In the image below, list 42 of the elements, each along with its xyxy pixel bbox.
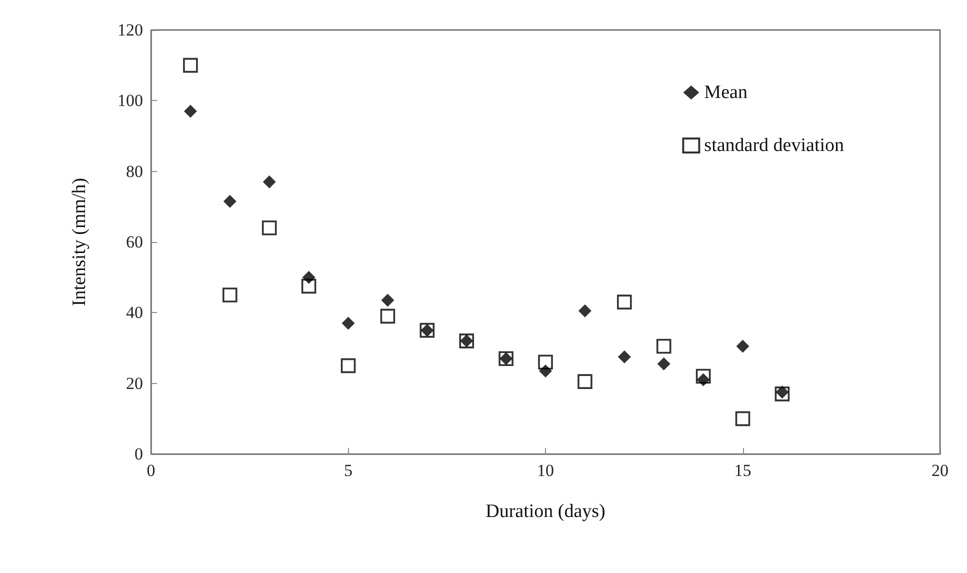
point bbox=[617, 294, 632, 310]
point bbox=[342, 316, 355, 330]
x-tick-label: 15 bbox=[734, 461, 752, 480]
point bbox=[618, 350, 631, 364]
x-tick-label: 5 bbox=[344, 461, 352, 480]
point bbox=[262, 175, 276, 188]
legend-label: Mean bbox=[704, 82, 748, 103]
x-axis-title: Duration (days) bbox=[486, 501, 606, 522]
point bbox=[774, 386, 790, 402]
point bbox=[301, 278, 316, 294]
x-tick-label: 0 bbox=[146, 461, 156, 480]
point bbox=[578, 304, 592, 318]
y-tick-label: 80 bbox=[126, 162, 143, 181]
point bbox=[736, 340, 750, 353]
point bbox=[380, 308, 396, 324]
point bbox=[696, 373, 710, 386]
point bbox=[539, 364, 552, 378]
point bbox=[340, 358, 356, 374]
x-tick-label: 10 bbox=[537, 461, 554, 480]
point bbox=[222, 288, 238, 302]
y-tick-label: 120 bbox=[118, 20, 143, 40]
point bbox=[302, 270, 316, 284]
point bbox=[696, 368, 711, 384]
y-tick-label: 20 bbox=[126, 374, 143, 393]
point bbox=[381, 294, 394, 307]
point bbox=[776, 386, 789, 399]
y-axis-title: Intensity (mm/h) bbox=[69, 178, 90, 306]
y-tick-label: 100 bbox=[118, 91, 143, 110]
point bbox=[656, 338, 672, 354]
point bbox=[223, 194, 236, 208]
point bbox=[735, 411, 750, 426]
point bbox=[184, 104, 197, 118]
y-tick-label: 40 bbox=[126, 303, 143, 322]
point bbox=[657, 357, 670, 370]
x-tick-label: 20 bbox=[932, 461, 948, 480]
point bbox=[578, 374, 592, 389]
point bbox=[183, 58, 198, 73]
y-tick-label: 0 bbox=[134, 444, 143, 464]
y-tick-label: 60 bbox=[126, 232, 143, 252]
point bbox=[538, 354, 553, 370]
point bbox=[262, 220, 277, 236]
legend-label: standard deviation bbox=[704, 135, 844, 156]
